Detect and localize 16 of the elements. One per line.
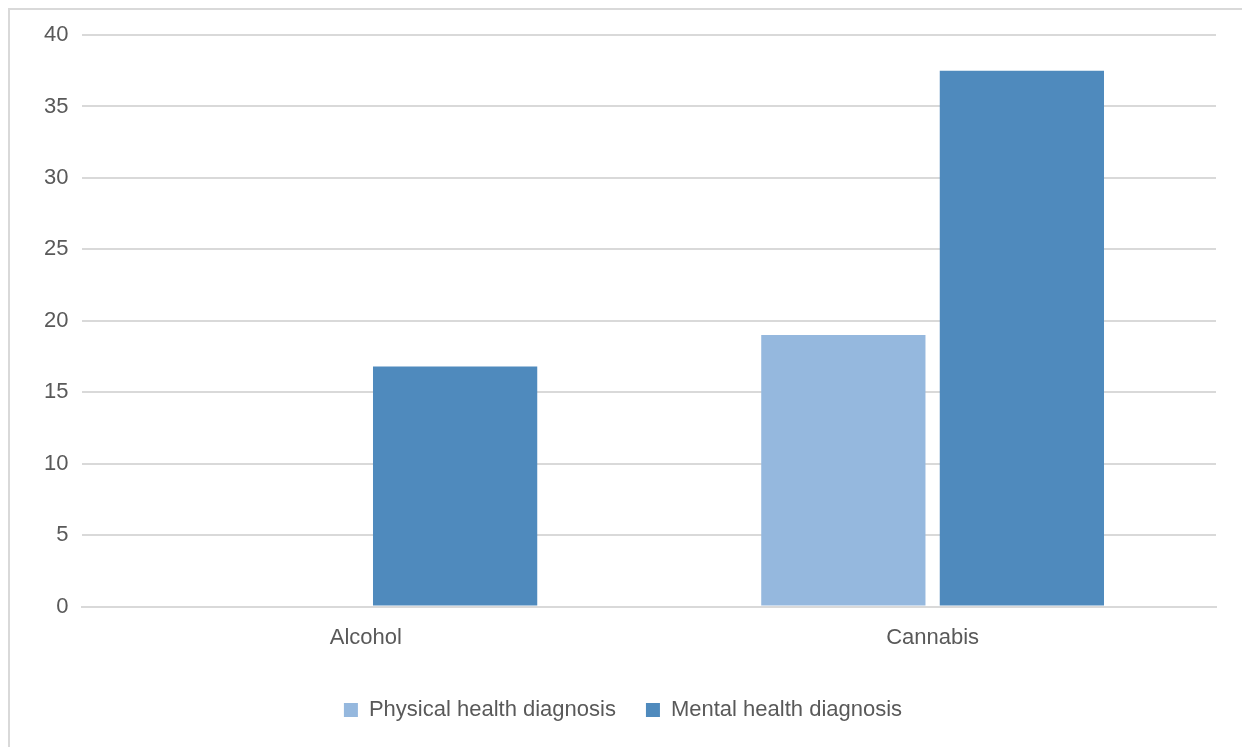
x-tick-label: Alcohol	[329, 623, 402, 649]
bar	[939, 70, 1105, 606]
bar	[372, 366, 538, 606]
y-tick-label: 25	[43, 235, 69, 261]
y-tick-label: 35	[43, 92, 69, 118]
x-tick-label: Cannabis	[886, 623, 980, 649]
y-tick-label: 30	[43, 163, 69, 189]
y-tick-label: 10	[43, 449, 69, 475]
y-tick-label: 15	[43, 378, 69, 404]
y-tick-label: 5	[56, 521, 69, 547]
y-tick-label: 0	[56, 592, 69, 618]
bar	[761, 335, 926, 606]
legend-label: Physical health diagnosis	[368, 696, 616, 722]
legend-label: Mental health diagnosis	[670, 696, 903, 722]
y-tick-label: 40	[43, 21, 69, 47]
y-tick-label: 20	[43, 306, 69, 332]
